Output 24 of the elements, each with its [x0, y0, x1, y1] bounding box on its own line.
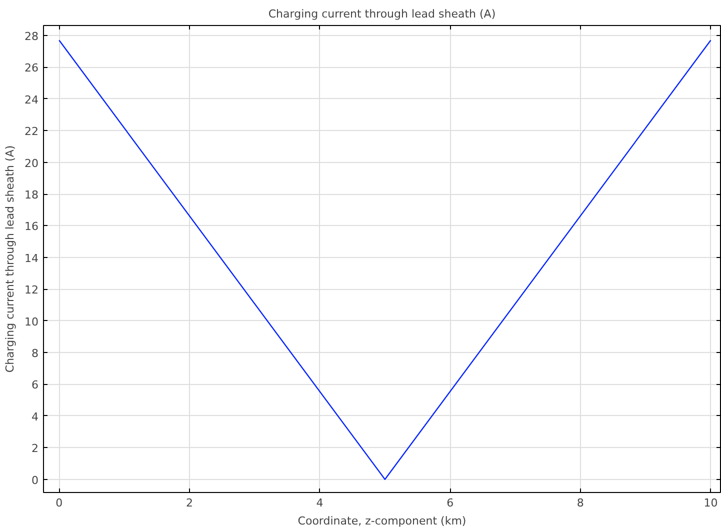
- x-tick-label: 6: [446, 496, 454, 510]
- x-tick-label: 0: [56, 496, 63, 510]
- y-tick-label: 6: [32, 378, 38, 392]
- x-tick-label: 8: [576, 496, 584, 510]
- y-tick-label: 8: [32, 347, 38, 360]
- y-tick-label: 24: [24, 93, 39, 106]
- y-tick-label: 16: [24, 220, 39, 234]
- x-axis-title: Coordinate, z-component (km): [298, 514, 466, 528]
- y-tick-label: 26: [24, 62, 39, 75]
- y-tick-label: 14: [24, 252, 39, 265]
- x-tick-label: 10: [704, 496, 718, 510]
- y-tick-label: 2: [32, 442, 38, 456]
- y-tick-label: 10: [24, 315, 39, 328]
- y-tick-label: 20: [24, 156, 39, 170]
- x-tick-label: 4: [316, 496, 324, 510]
- y-tick-label: 22: [24, 125, 39, 138]
- y-tick-label: 12: [24, 284, 39, 297]
- chart-title: Charging current through lead sheath (A): [268, 8, 496, 20]
- y-tick-label: 18: [24, 188, 39, 202]
- y-tick-label: 28: [24, 30, 39, 43]
- y-tick-label: 0: [32, 474, 38, 487]
- y-tick-label: 4: [32, 410, 38, 424]
- x-tick-label: 2: [186, 496, 193, 510]
- y-axis-title: Charging current through lead sheath (A): [4, 145, 17, 373]
